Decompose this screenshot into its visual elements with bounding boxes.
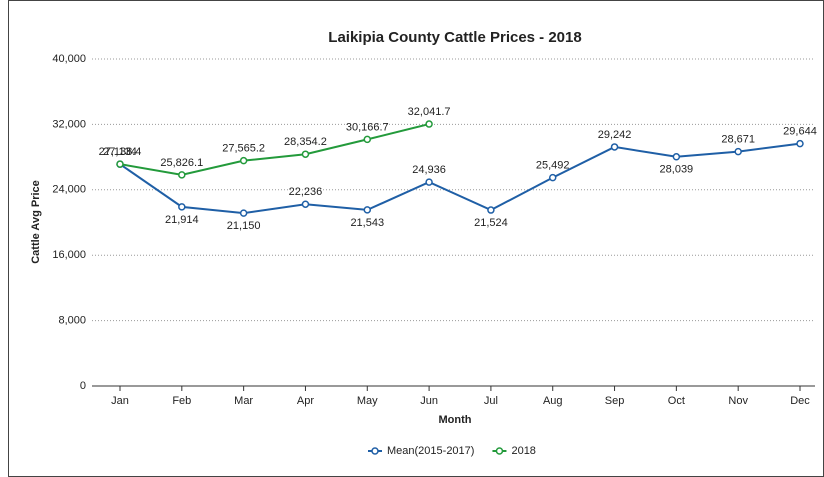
point [610,143,619,151]
y-tick-label: 0 [80,380,86,392]
data-label: 29,242 [598,129,632,141]
data-label: 25,492 [536,160,570,172]
data-label: 21,543 [350,217,384,229]
data-label: 24,936 [412,164,446,176]
data-label: 30,166.7 [346,121,389,133]
point [239,209,248,217]
x-tick-label: May [357,395,378,407]
point [301,200,310,208]
x-tick-label: Mar [234,395,253,407]
x-tick-label: Nov [728,395,748,407]
x-tick-label: Aug [543,395,563,407]
data-label: 21,524 [474,217,508,229]
series-line [119,123,430,176]
point [301,150,310,158]
x-tick-label: Jan [111,395,129,407]
x-tick-label: Dec [790,395,810,407]
data-label: 28,671 [721,134,755,146]
point [487,206,495,214]
point [178,171,186,179]
x-axis-title: Month [439,414,472,426]
data-label: 21,914 [165,214,199,226]
x-tick-label: Jul [484,395,498,407]
point [548,173,557,182]
legend-marker [371,447,379,455]
x-tick-label: Apr [297,395,314,407]
data-label: 25,826.1 [160,157,203,169]
y-axis-title: Cattle Avg Price [30,180,42,264]
data-label: 29,644 [783,126,817,138]
data-label: 27,565.2 [222,143,265,155]
chart-title: Laikipia County Cattle Prices - 2018 [328,29,581,46]
data-label: 27,134 [103,146,137,158]
point [178,203,186,211]
data-label: 28,039 [660,164,694,176]
point [734,147,742,156]
y-tick-label: 16,000 [52,249,86,261]
point [239,156,248,165]
legend-marker [495,447,504,455]
point [116,160,124,168]
data-label: 28,354.2 [284,136,327,148]
point [425,178,433,186]
point [363,206,372,214]
x-tick-label: Jun [420,395,438,407]
data-label: 32,041.7 [408,106,451,118]
point [363,135,372,144]
y-tick-label: 24,000 [52,184,86,196]
legend-label: 2018 [511,445,535,457]
point [672,153,681,161]
x-tick-label: Oct [668,395,685,407]
legend-label: Mean(2015-2017) [387,445,474,457]
series-line [119,142,801,215]
point [796,139,804,148]
data-label: 21,150 [227,220,261,232]
point [425,120,433,128]
data-label: 27,138.4 [99,146,142,158]
x-tick-label: Sep [605,395,625,407]
y-tick-label: 40,000 [52,53,86,65]
frame [8,0,824,477]
y-tick-label: 32,000 [52,118,86,130]
x-tick-label: Feb [172,395,191,407]
y-tick-label: 8,000 [58,315,86,327]
data-label: 22,236 [289,186,323,198]
